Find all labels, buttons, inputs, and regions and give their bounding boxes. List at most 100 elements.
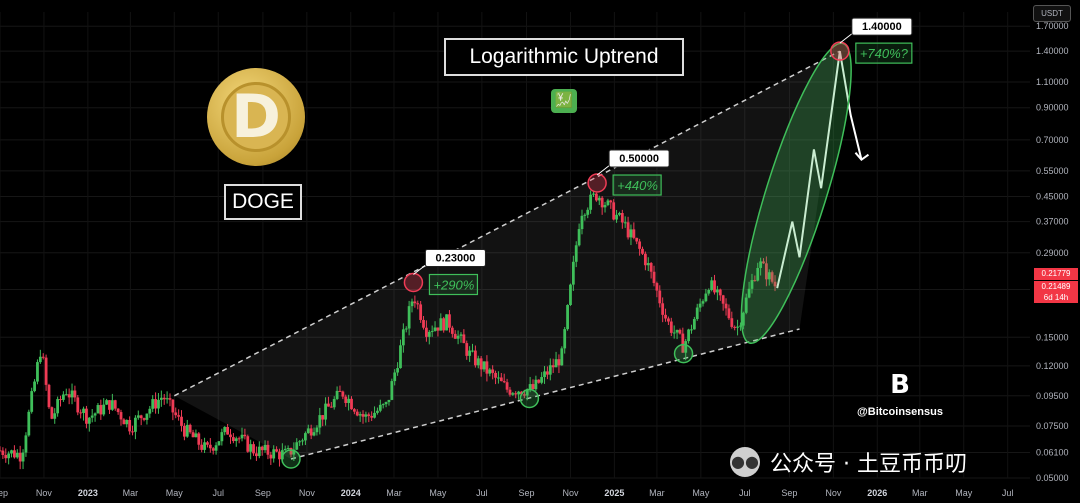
candle-body <box>698 303 702 308</box>
peak-label: 0.23000 <box>436 253 476 265</box>
candle-body <box>649 263 653 272</box>
candle-body <box>44 357 48 385</box>
candle-body <box>407 306 411 329</box>
candle-body <box>303 433 307 441</box>
candle-body <box>4 455 8 459</box>
candle-body <box>537 379 541 383</box>
y-tick-label: 0.37000 <box>1036 217 1069 227</box>
x-tick-label: Mar <box>912 488 928 498</box>
candle-body <box>638 241 642 249</box>
candle-body <box>730 318 734 327</box>
candle-body <box>433 327 437 331</box>
candle-body <box>255 453 258 457</box>
candle-body <box>289 447 293 455</box>
candle-body <box>208 444 212 449</box>
candle-body <box>116 408 120 413</box>
candle-body <box>73 390 77 398</box>
candle-body <box>675 329 679 333</box>
x-tick-label: Mar <box>649 488 665 498</box>
candle-body <box>762 261 765 264</box>
candle-body <box>436 327 440 331</box>
candle-body <box>439 318 443 331</box>
candle-body <box>459 334 463 336</box>
candle-body <box>269 454 273 459</box>
candle-body <box>713 280 716 293</box>
projection-arrowhead <box>854 152 870 162</box>
projection-ellipse <box>740 42 852 345</box>
candle-body <box>715 289 719 293</box>
price-tag-2: 0.21489 6d 14h <box>1034 281 1078 303</box>
candle-body <box>87 417 91 424</box>
candle-body <box>38 356 42 363</box>
candle-body <box>90 415 94 418</box>
y-tick-label: 0.90000 <box>1036 103 1069 113</box>
candle-body <box>162 397 166 400</box>
candle-body <box>571 261 575 285</box>
wechat-icon: ●● <box>730 447 760 477</box>
candle-body <box>53 413 57 419</box>
gain-label: +290% <box>433 278 474 293</box>
candle-body <box>266 444 270 455</box>
candle-body <box>243 434 247 437</box>
candle-body <box>157 399 160 409</box>
candle-body <box>85 408 88 424</box>
candle-body <box>318 415 322 428</box>
candle-body <box>292 449 296 455</box>
x-tick-label: Mar <box>123 488 139 498</box>
candle-body <box>327 403 330 407</box>
candle-body <box>736 326 739 328</box>
candle-body <box>67 394 71 398</box>
candle-body <box>185 424 189 437</box>
candle-body <box>396 368 399 373</box>
channel-fill <box>174 51 840 459</box>
candle-body <box>384 402 388 405</box>
grid-lines <box>0 12 1030 479</box>
annotations: 0.23000 +290% 0.50000 +440% 1.40000 +740%? <box>281 17 913 469</box>
y-tick-label: 1.40000 <box>1036 46 1069 56</box>
candle-body <box>615 214 618 220</box>
currency-unit-badge[interactable]: USDT <box>1033 5 1071 22</box>
candle-body <box>445 314 448 331</box>
candle-body <box>364 414 368 417</box>
candle-body <box>188 424 192 433</box>
low-marker <box>519 388 540 409</box>
candle-body <box>203 442 206 450</box>
candle-body <box>695 307 699 320</box>
candle-body <box>110 400 114 410</box>
candle-body <box>618 213 621 215</box>
candle-body <box>355 411 359 416</box>
peak-label-box <box>608 149 670 168</box>
candle-body <box>341 391 345 397</box>
candle-body <box>485 361 489 374</box>
candle-body <box>750 280 754 289</box>
candle-body <box>669 321 673 333</box>
candle-body <box>229 434 232 438</box>
candle-body <box>260 446 264 451</box>
candle-body <box>491 369 495 373</box>
candle-body <box>456 335 460 339</box>
candle-body <box>93 413 97 416</box>
candle-body <box>10 450 13 454</box>
x-tick-label: 2023 <box>78 488 98 498</box>
candle-body <box>580 215 584 230</box>
candle-body <box>27 411 31 436</box>
candle-body <box>462 334 466 344</box>
candle-body <box>692 319 696 330</box>
candle-body <box>59 399 62 401</box>
candle-body <box>180 416 183 426</box>
x-tick-label: 2025 <box>604 488 624 498</box>
candle-body <box>710 280 714 290</box>
chart-increase-icon: 💹 <box>551 89 577 113</box>
candle-body <box>278 451 281 460</box>
candle-body <box>494 372 497 378</box>
candle-body <box>214 445 218 451</box>
candle-body <box>324 403 327 420</box>
y-tick-label: 0.29000 <box>1036 248 1069 258</box>
candle-body <box>321 415 325 420</box>
candle-body <box>33 381 36 392</box>
x-tick-label: 2026 <box>867 488 887 498</box>
candle-body <box>370 415 374 418</box>
peak-label: 1.40000 <box>862 21 902 33</box>
candle-body <box>315 427 319 433</box>
candle-body <box>551 365 555 368</box>
